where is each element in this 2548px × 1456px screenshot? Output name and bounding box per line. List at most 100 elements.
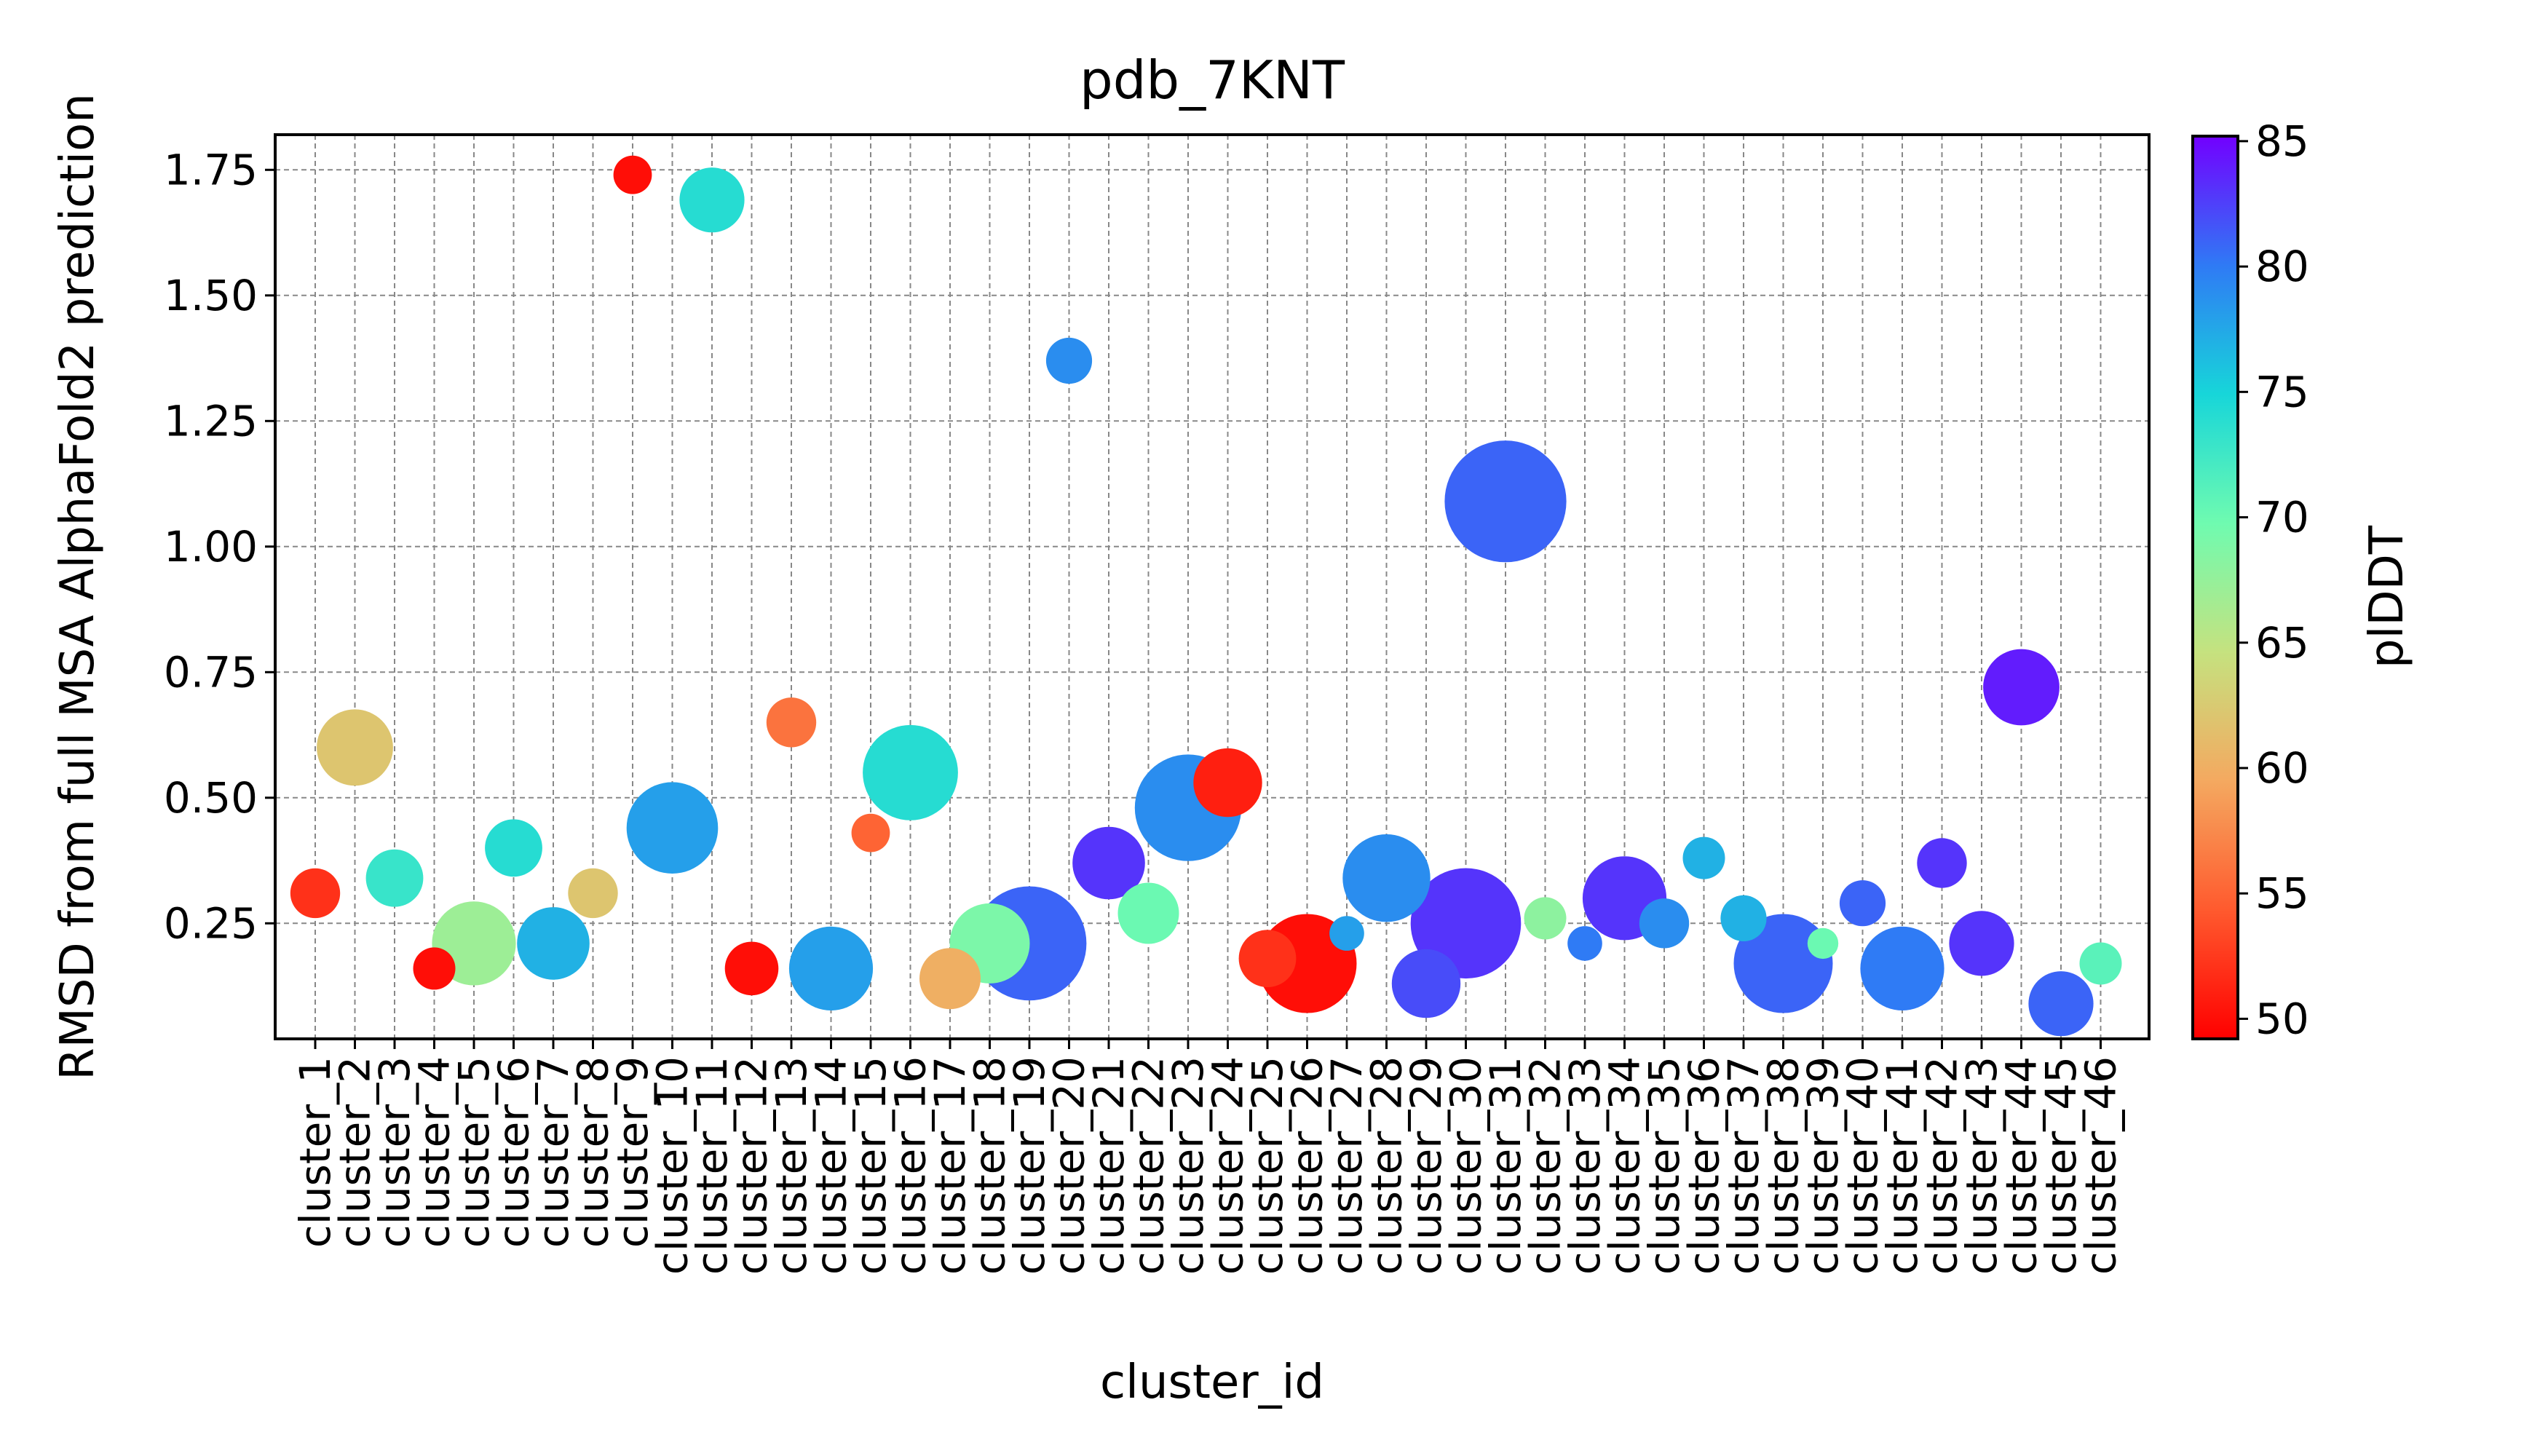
x-tick-label: cluster_12 bbox=[727, 1056, 777, 1275]
x-tick-label: cluster_15 bbox=[846, 1056, 895, 1275]
data-point-cluster-40 bbox=[1839, 880, 1886, 927]
data-point-cluster-6 bbox=[485, 819, 542, 877]
y-tick-label: 1.75 bbox=[164, 145, 258, 194]
data-point-cluster-14 bbox=[788, 926, 874, 1010]
x-tick-label: cluster_6 bbox=[489, 1056, 539, 1248]
colorbar-tick-label: 55 bbox=[2255, 869, 2309, 918]
data-point-cluster-30 bbox=[1410, 868, 1522, 979]
data-point-cluster-10 bbox=[626, 782, 719, 874]
data-point-cluster-33 bbox=[1567, 926, 1602, 961]
y-tick-label: 1.25 bbox=[164, 396, 258, 446]
x-tick-label: cluster_11 bbox=[687, 1056, 737, 1275]
colorbar bbox=[2191, 135, 2239, 1040]
data-point-cluster-46 bbox=[2079, 942, 2122, 985]
x-tick-label: cluster_42 bbox=[1918, 1056, 1967, 1275]
data-point-cluster-42 bbox=[1917, 838, 1967, 888]
x-tick-label: cluster_27 bbox=[1322, 1056, 1372, 1275]
data-point-cluster-38 bbox=[1733, 914, 1833, 1013]
data-point-cluster-22 bbox=[1117, 882, 1179, 944]
x-tick-label: cluster_33 bbox=[1560, 1056, 1610, 1275]
colorbar-tick-label: 80 bbox=[2255, 242, 2309, 291]
colorbar-tick-label: 85 bbox=[2255, 116, 2309, 166]
data-point-cluster-37 bbox=[1720, 895, 1767, 941]
x-tick-label: cluster_13 bbox=[767, 1056, 816, 1275]
data-point-cluster-16 bbox=[863, 724, 958, 820]
colorbar-tick-label: 65 bbox=[2255, 618, 2309, 668]
data-point-cluster-32 bbox=[1524, 897, 1567, 940]
x-tick-label: cluster_31 bbox=[1481, 1056, 1530, 1275]
data-point-cluster-7 bbox=[517, 907, 590, 980]
x-tick-label: cluster_10 bbox=[648, 1056, 697, 1275]
data-point-cluster-17 bbox=[919, 948, 981, 1010]
data-point-cluster-9 bbox=[613, 155, 652, 194]
x-tick-label: cluster_1 bbox=[290, 1056, 340, 1248]
y-tick-label: 0.25 bbox=[164, 898, 258, 948]
x-tick-label: cluster_34 bbox=[1600, 1056, 1650, 1275]
data-point-cluster-2 bbox=[317, 709, 393, 786]
data-point-cluster-29 bbox=[1391, 949, 1461, 1018]
x-tick-label: cluster_28 bbox=[1362, 1056, 1412, 1275]
data-point-cluster-15 bbox=[851, 813, 890, 852]
x-tick-label: cluster_16 bbox=[886, 1056, 935, 1275]
x-tick-label: cluster_17 bbox=[925, 1056, 975, 1275]
data-point-cluster-11 bbox=[679, 167, 745, 233]
y-tick-label: 0.75 bbox=[164, 647, 258, 697]
x-tick-label: cluster_37 bbox=[1719, 1056, 1768, 1275]
x-tick-label: cluster_36 bbox=[1679, 1056, 1729, 1275]
data-point-cluster-36 bbox=[1682, 836, 1725, 879]
y-axis-label: RMSD from full MSA AlphaFold2 prediction bbox=[51, 93, 105, 1080]
data-point-cluster-20 bbox=[1045, 337, 1093, 384]
x-tick-label: cluster_2 bbox=[331, 1056, 380, 1248]
data-point-cluster-27 bbox=[1329, 916, 1364, 951]
data-point-cluster-4 bbox=[413, 947, 456, 990]
x-tick-label: cluster_35 bbox=[1639, 1056, 1689, 1275]
x-tick-label: cluster_46 bbox=[2076, 1056, 2126, 1275]
colorbar-tick-label: 75 bbox=[2255, 367, 2309, 416]
colorbar-tick-label: 60 bbox=[2255, 743, 2309, 793]
x-tick-label: cluster_30 bbox=[1441, 1056, 1491, 1275]
x-tick-label: cluster_24 bbox=[1203, 1056, 1253, 1275]
y-tick-label: 1.50 bbox=[164, 271, 258, 320]
x-tick-label: cluster_5 bbox=[449, 1056, 499, 1248]
x-tick-label: cluster_18 bbox=[965, 1056, 1015, 1275]
x-tick-label: cluster_44 bbox=[1997, 1056, 2046, 1275]
x-tick-label: cluster_40 bbox=[1838, 1056, 1888, 1275]
colorbar-tick-label: 50 bbox=[2255, 994, 2309, 1043]
x-tick-label: cluster_45 bbox=[2036, 1056, 2086, 1275]
x-tick-label: cluster_9 bbox=[608, 1056, 657, 1248]
data-point-cluster-39 bbox=[1807, 927, 1839, 960]
x-tick-label: cluster_41 bbox=[1878, 1056, 1927, 1275]
data-point-cluster-44 bbox=[1983, 649, 2060, 726]
plot-frame bbox=[274, 133, 2151, 1040]
y-tick-label: 1.00 bbox=[164, 522, 258, 571]
chart-title: pdb_7KNT bbox=[1080, 50, 1345, 111]
data-point-cluster-24 bbox=[1193, 748, 1262, 818]
x-axis-label: cluster_id bbox=[1100, 1356, 1324, 1409]
data-point-cluster-43 bbox=[1949, 911, 2014, 976]
y-axis: 0.25 0.50 0.75 1.00 1.25 1.50 1.75 bbox=[164, 145, 275, 948]
data-points bbox=[290, 155, 2122, 1037]
x-tick-label: cluster_22 bbox=[1124, 1056, 1174, 1275]
data-point-cluster-12 bbox=[724, 941, 779, 996]
x-axis: cluster_1cluster_2cluster_3cluster_4clus… bbox=[290, 1039, 2126, 1275]
colorbar-label: plDDT bbox=[2360, 525, 2414, 668]
data-point-cluster-25 bbox=[1238, 930, 1297, 987]
x-tick-label: cluster_3 bbox=[370, 1056, 419, 1248]
x-tick-label: cluster_39 bbox=[1798, 1056, 1848, 1275]
x-tick-label: cluster_43 bbox=[1957, 1056, 2006, 1275]
y-tick-label: 0.50 bbox=[164, 773, 258, 823]
x-tick-label: cluster_29 bbox=[1401, 1056, 1451, 1275]
x-tick-label: cluster_7 bbox=[529, 1056, 578, 1248]
data-point-cluster-28 bbox=[1342, 834, 1431, 922]
x-tick-label: cluster_20 bbox=[1045, 1056, 1094, 1275]
x-tick-label: cluster_26 bbox=[1283, 1056, 1332, 1275]
data-point-cluster-8 bbox=[568, 868, 618, 919]
x-tick-label: cluster_14 bbox=[807, 1056, 856, 1275]
x-tick-label: cluster_23 bbox=[1163, 1056, 1213, 1275]
x-tick-label: cluster_21 bbox=[1084, 1056, 1133, 1275]
data-point-cluster-21 bbox=[1072, 826, 1145, 900]
colorbar-ticks: 50 55 60 65 70 75 80 85 bbox=[2238, 116, 2309, 1043]
data-point-cluster-13 bbox=[766, 697, 817, 748]
x-tick-label: cluster_4 bbox=[410, 1056, 459, 1248]
